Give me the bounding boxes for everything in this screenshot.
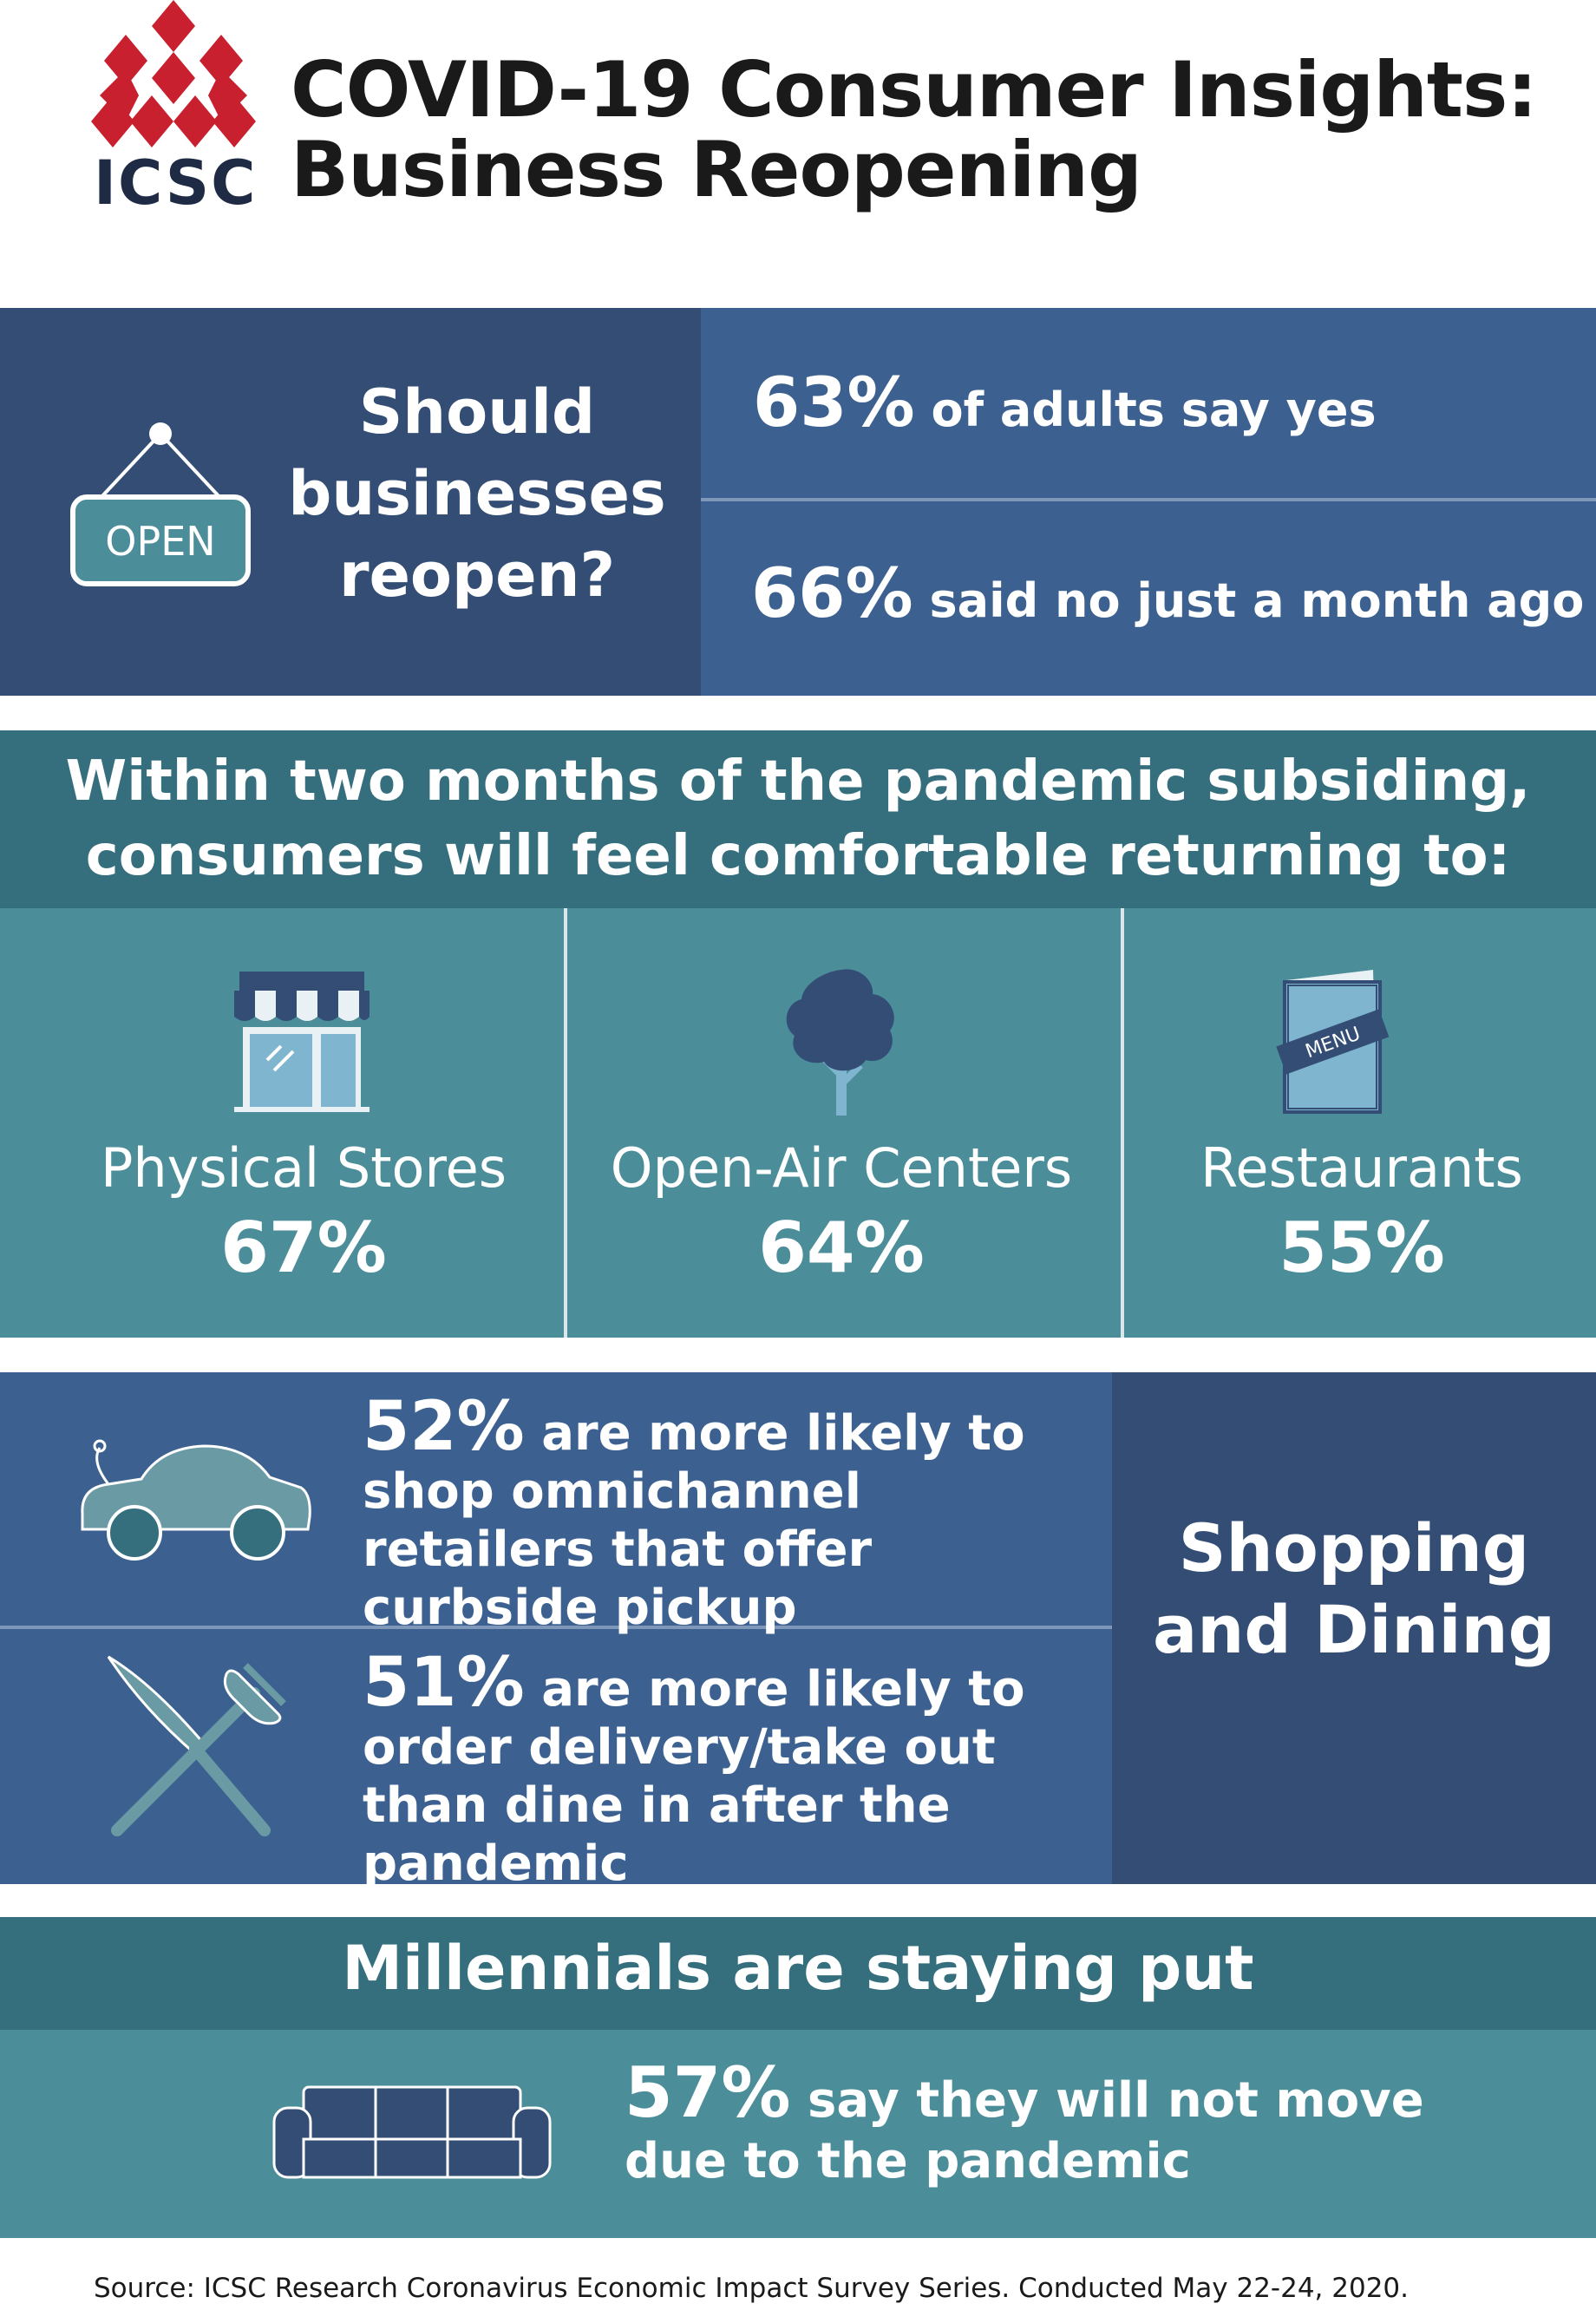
category-name: Physical Stores (100, 1136, 507, 1200)
heading-line-1: Within two months of the pandemic subsid… (65, 749, 1531, 814)
heading-line-2: consumers will feel comfortable returnin… (85, 824, 1511, 888)
car-icon (81, 1439, 311, 1561)
header (0, 0, 1596, 304)
stat-text: say they will not move due to the pandem… (625, 2072, 1424, 2189)
shopping-title-panel (1112, 1372, 1596, 1884)
sofa-icon (272, 2085, 552, 2179)
category-name: Open-Air Centers (610, 1136, 1073, 1200)
millennials-panel (0, 2030, 1596, 2238)
stat-month-ago: 66% said no just a month ago (751, 555, 1584, 633)
curbside-pickup-stat: 52% are more likely to shop omnichannel … (363, 1393, 1091, 1637)
reopen-stats-panel (701, 308, 1596, 696)
divider (1121, 908, 1124, 1338)
open-sign-text: OPEN (105, 518, 215, 565)
stat-text: are more likely to shop omnichannel reta… (363, 1405, 1025, 1636)
tree-icon (786, 969, 894, 1116)
stat-value: 51% (363, 1644, 525, 1722)
logo-text: ICSC (94, 147, 258, 219)
stat-text: are more likely to order delivery/take o… (363, 1661, 1025, 1892)
category-value: 64% (758, 1207, 925, 1288)
millennials-stat: 57% say they will not move due to the pa… (625, 2058, 1492, 2192)
stat-text: said no just a month ago (929, 573, 1585, 628)
category-value: 67% (220, 1207, 387, 1288)
millennials-heading: Millennials are staying put (342, 1933, 1254, 2004)
returning-heading: Within two months of the pandemic subsid… (0, 744, 1596, 893)
stat-value: 63% (753, 364, 915, 442)
page-title: COVID-19 Consumer Insights: Business Reo… (291, 45, 1538, 214)
stat-value: 66% (751, 555, 913, 633)
menu-icon: MENU (1276, 970, 1390, 1114)
title-line-2: Business Reopening (291, 125, 1142, 214)
open-sign-icon: OPEN (70, 422, 251, 586)
knife-fork-icon (107, 1655, 286, 1836)
icsc-logo (91, 0, 256, 147)
stat-adults-yes: 63% of adults say yes (753, 364, 1377, 442)
returning-heading-band (0, 730, 1596, 908)
millennials-heading-band (0, 1917, 1596, 2030)
divider (0, 1626, 1112, 1629)
stat-text: of adults say yes (931, 383, 1377, 437)
stat-value: 52% (363, 1388, 525, 1466)
title-line-1: COVID-19 Consumer Insights: (291, 45, 1538, 134)
category-value: 55% (1279, 1207, 1445, 1288)
delivery-takeout-stat: 51% are more likely to order delivery/ta… (363, 1649, 1091, 1893)
divider (564, 908, 567, 1338)
category-name: Restaurants (1200, 1136, 1523, 1200)
reopen-question: Should businesses reopen? (288, 376, 666, 611)
source-note: Source: ICSC Research Coronavirus Econom… (94, 2273, 1410, 2304)
storefront-icon (234, 972, 370, 1112)
stat-value: 57% (625, 2052, 791, 2133)
divider (701, 498, 1596, 501)
shopping-dining-title: Shopping and Dining (1152, 1509, 1556, 1668)
